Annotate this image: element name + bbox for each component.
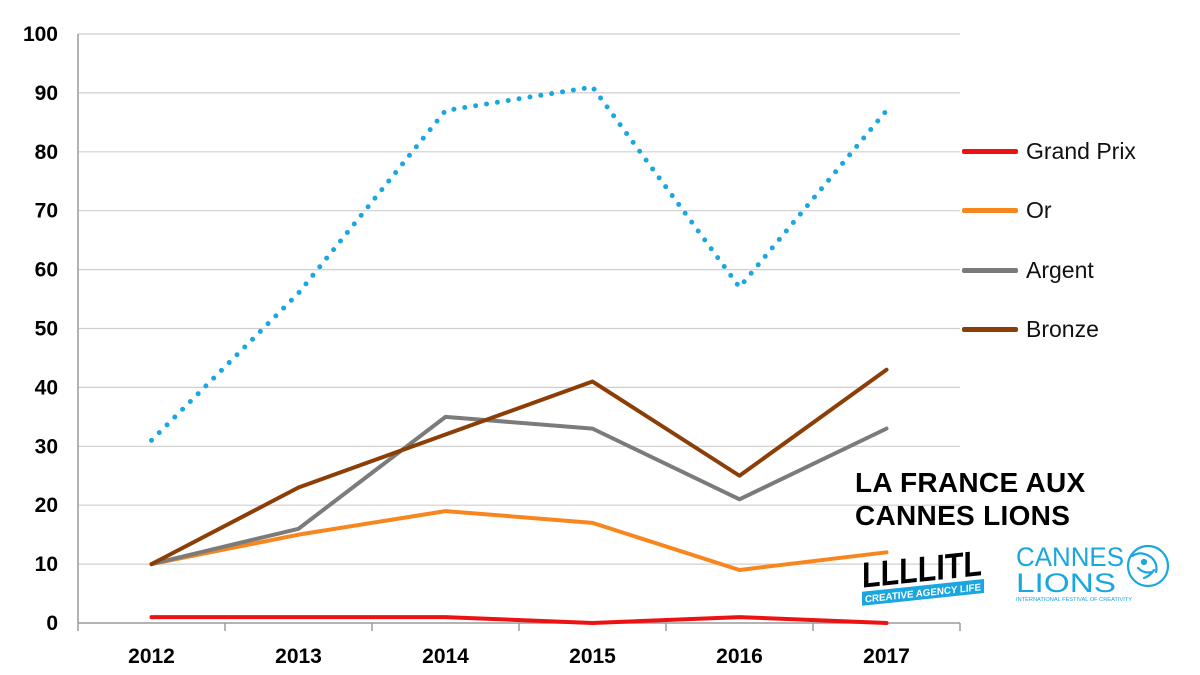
legend-label-grand-prix: Grand Prix xyxy=(1026,138,1136,164)
series-line-grand-prix xyxy=(149,615,889,625)
series-line-argent xyxy=(149,414,889,567)
lllitl-logo: LLLLITL CREATIVE AGENCY LIFE xyxy=(862,544,984,606)
x-tick-label-2013: 2013 xyxy=(275,645,322,668)
legend-label-argent: Argent xyxy=(1026,257,1094,283)
legend-swatch-bronze xyxy=(962,327,1018,332)
y-tick-label-60: 60 xyxy=(35,259,58,282)
legend-item-grand-prix[interactable]: Grand Prix xyxy=(962,132,1192,172)
gridlines xyxy=(78,33,960,565)
x-tick-label-2016: 2016 xyxy=(716,645,763,668)
y-tick-label-30: 30 xyxy=(35,435,58,458)
x-tick-label-2014: 2014 xyxy=(422,645,469,668)
axes xyxy=(77,34,961,631)
y-tick-label-0: 0 xyxy=(46,612,58,635)
legend-label-or: Or xyxy=(1026,197,1052,223)
y-tick-label-80: 80 xyxy=(35,141,58,164)
legend-item-bronze[interactable]: Bronze xyxy=(962,310,1192,350)
series-line-total xyxy=(149,84,889,443)
legend-swatch-or xyxy=(962,208,1018,213)
x-axis-ticks: 2012 2013 2014 2015 2016 2017 xyxy=(128,645,910,668)
y-tick-label-20: 20 xyxy=(35,494,58,517)
legend-swatch-argent xyxy=(962,268,1018,273)
y-tick-label-10: 10 xyxy=(35,553,58,576)
x-tick-label-2017: 2017 xyxy=(863,645,910,668)
series-line-or xyxy=(149,509,889,572)
legend-item-argent[interactable]: Argent xyxy=(962,251,1192,291)
chart-annotation: LA FRANCE AUX CANNES LIONS xyxy=(855,466,1155,532)
y-tick-label-40: 40 xyxy=(35,376,58,399)
y-tick-label-100: 100 xyxy=(23,23,58,46)
cannes-logo-line1: CANNES xyxy=(1016,542,1124,572)
cannes-logo-subtext: INTERNATIONAL FESTIVAL OF CREATIVITY xyxy=(1016,597,1133,603)
cannes-logo-line2: LIONS xyxy=(1016,568,1116,598)
legend-item-or[interactable]: Or xyxy=(962,191,1192,231)
x-tick-label-2012: 2012 xyxy=(128,645,175,668)
annotation-line-2: CANNES LIONS xyxy=(855,500,1071,531)
lion-head-icon xyxy=(1126,544,1170,588)
series-line-bronze xyxy=(149,367,889,567)
cannes-lions-logo: CANNES LIONS INTERNATIONAL FESTIVAL OF C… xyxy=(1016,542,1170,603)
y-tick-label-70: 70 xyxy=(35,200,58,223)
legend-label-bronze: Bronze xyxy=(1026,316,1099,342)
y-tick-label-90: 90 xyxy=(35,82,58,105)
series-lines xyxy=(149,84,889,625)
y-axis-ticks: 0 10 20 30 40 50 60 70 80 90 100 xyxy=(23,23,58,635)
annotation-line-1: LA FRANCE AUX xyxy=(855,467,1086,498)
x-tick-label-2015: 2015 xyxy=(569,645,616,668)
y-tick-label-50: 50 xyxy=(35,318,58,341)
legend-swatch-grand-prix xyxy=(962,149,1018,154)
